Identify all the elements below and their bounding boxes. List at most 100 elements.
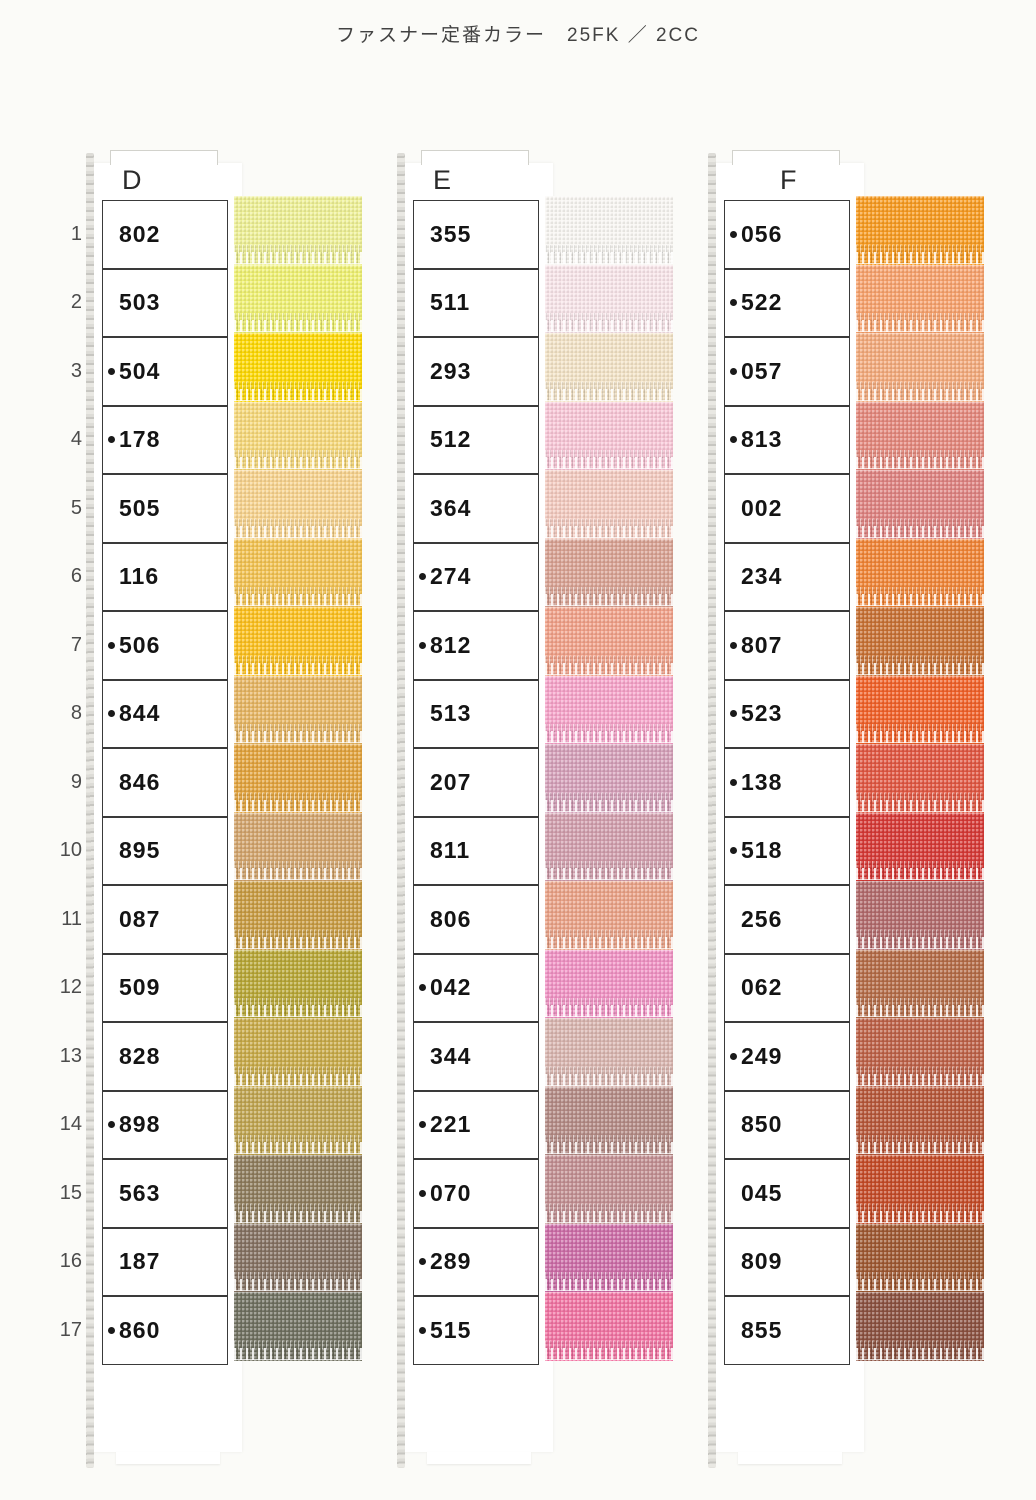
color-code: 221 [430, 1111, 472, 1138]
color-row: 512 [403, 401, 673, 474]
row-number: 6 [70, 565, 82, 588]
fabric-swatch [234, 881, 362, 950]
sample-card-d: D 802 503 504 178 505 [86, 150, 362, 1468]
color-code: 515 [430, 1316, 472, 1343]
fabric-swatch [545, 1018, 673, 1087]
fabric-swatch [234, 812, 362, 881]
color-row: 344 [403, 1018, 673, 1091]
color-code-cell: 057 [724, 337, 850, 406]
fabric-swatch [545, 1292, 673, 1361]
color-row: 504 [92, 333, 362, 406]
color-code: 513 [430, 700, 472, 727]
color-code: 138 [741, 768, 783, 795]
fabric-swatch [545, 607, 673, 676]
row-number: 12 [59, 976, 82, 999]
color-code: 506 [119, 631, 161, 658]
color-code-cell: 515 [413, 1296, 539, 1365]
fabric-swatch [856, 744, 984, 813]
color-code: 844 [119, 700, 161, 727]
column-letter: D [122, 165, 142, 195]
column-letter: F [780, 165, 797, 195]
color-code-cell: 355 [413, 200, 539, 269]
color-row: 207 [403, 744, 673, 817]
color-code: 056 [741, 220, 783, 247]
color-code: 087 [119, 905, 161, 932]
fabric-swatch [234, 196, 362, 265]
fabric-swatch [856, 881, 984, 950]
fabric-swatch [856, 333, 984, 402]
color-code: 511 [430, 289, 471, 316]
color-code: 289 [430, 1248, 472, 1275]
color-row: 860 [92, 1292, 362, 1365]
color-code: 811 [430, 837, 471, 864]
color-code: 809 [741, 1248, 783, 1275]
fabric-swatch [856, 1292, 984, 1361]
color-row: 855 [714, 1292, 984, 1365]
card-rows: 355 511 293 512 364 274 [403, 196, 673, 1365]
color-row: 522 [714, 264, 984, 337]
color-row: 234 [714, 538, 984, 611]
fabric-swatch [545, 812, 673, 881]
fabric-swatch [856, 1223, 984, 1292]
color-code-cell: 002 [724, 474, 850, 543]
selection-dot [730, 641, 737, 649]
color-code: 895 [119, 837, 161, 864]
fabric-swatch [856, 949, 984, 1018]
color-code-cell: 116 [102, 542, 228, 611]
fabric-swatch [856, 675, 984, 744]
color-row: 807 [714, 607, 984, 680]
color-code-cell: 844 [102, 679, 228, 748]
torn-left-edge [708, 153, 716, 1468]
selection-dot [419, 573, 426, 581]
fabric-swatch [856, 196, 984, 265]
color-code: 207 [430, 768, 472, 795]
row-number: 13 [59, 1044, 82, 1067]
row-number: 16 [59, 1250, 82, 1273]
card-bottom-tab [427, 1452, 531, 1464]
color-code: 070 [430, 1179, 472, 1206]
fabric-swatch [545, 1086, 673, 1155]
selection-dot [730, 710, 737, 718]
fabric-swatch [234, 1292, 362, 1361]
sample-card-e: E 355 511 293 512 364 [397, 150, 673, 1468]
selection-dot [730, 847, 737, 855]
color-code-cell: 813 [724, 405, 850, 474]
color-row: 828 [92, 1018, 362, 1091]
color-row: 895 [92, 812, 362, 885]
color-code: 057 [741, 357, 783, 384]
color-code: 898 [119, 1111, 161, 1138]
torn-left-edge [86, 153, 94, 1468]
color-code: 850 [741, 1111, 783, 1138]
color-code-cell: 070 [413, 1159, 539, 1228]
color-code: 523 [741, 700, 783, 727]
color-code: 274 [430, 563, 472, 590]
color-code-cell: 850 [724, 1090, 850, 1159]
color-row: 002 [714, 470, 984, 543]
color-code-cell: 062 [724, 953, 850, 1022]
color-code-cell: 511 [413, 268, 539, 337]
fabric-swatch [856, 1018, 984, 1087]
color-row: 057 [714, 333, 984, 406]
color-code-cell: 846 [102, 748, 228, 817]
fabric-swatch [545, 401, 673, 470]
selection-dot [108, 1121, 115, 1129]
card-bottom-tab [116, 1452, 220, 1464]
color-code-cell: 178 [102, 405, 228, 474]
color-code-cell: 518 [724, 816, 850, 885]
color-code-cell: 812 [413, 611, 539, 680]
color-code-cell: 828 [102, 1022, 228, 1091]
color-row: 513 [403, 675, 673, 748]
card-bottom-tab [738, 1452, 842, 1464]
fabric-swatch [234, 1086, 362, 1155]
color-code: 344 [430, 1042, 472, 1069]
color-code-cell: 289 [413, 1227, 539, 1296]
color-code-cell: 809 [724, 1227, 850, 1296]
fabric-swatch [545, 949, 673, 1018]
color-row: 070 [403, 1155, 673, 1228]
selection-dot [419, 1189, 426, 1197]
fabric-swatch [234, 1018, 362, 1087]
fabric-swatch [545, 333, 673, 402]
fabric-swatch [545, 470, 673, 539]
color-code-cell: 509 [102, 953, 228, 1022]
